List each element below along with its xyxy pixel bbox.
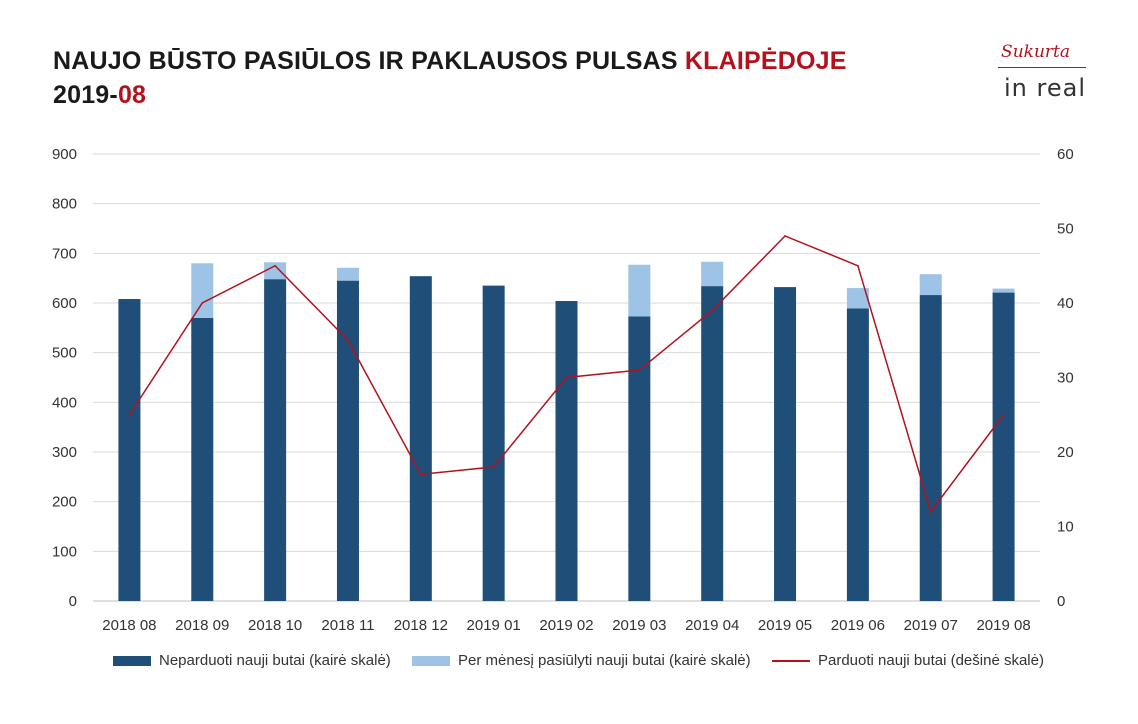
y-left-tick-label: 0 (69, 593, 77, 610)
sold-point (929, 510, 932, 513)
title-main: NAUJO BŪSTO PASIŪLOS IR PAKLAUSOS PULSAS (53, 47, 685, 75)
bar-offered (264, 262, 287, 280)
bar-unsold (482, 285, 505, 601)
x-tick-label: 2018 10 (248, 617, 302, 634)
bar-unsold (555, 301, 578, 601)
chart-header: NAUJO BŪSTO PASIŪLOS IR PAKLAUSOS PULSAS… (53, 44, 847, 112)
chart-title: NAUJO BŪSTO PASIŪLOS IR PAKLAUSOS PULSAS… (53, 44, 847, 78)
legend-item-unsold: Neparduoti nauji butai (kairė skalė) (113, 652, 391, 669)
bar-unsold (191, 317, 214, 601)
logo-brand: in real (1004, 74, 1086, 102)
bar-unsold (701, 286, 724, 601)
y-right-tick-label: 40 (1057, 295, 1074, 312)
legend-label-sold: Parduoti nauji butai (dešinė skalė) (818, 652, 1044, 669)
bar-offered (191, 263, 214, 318)
legend-label-offered: Per mėnesį pasiūlyti nauji butai (kairė … (458, 652, 751, 669)
x-tick-label: 2019 02 (539, 617, 593, 634)
y-left-tick-label: 500 (52, 345, 77, 362)
bar-unsold (336, 280, 359, 601)
bar-unsold (846, 308, 869, 601)
bar-offered (336, 267, 359, 281)
sold-point (711, 309, 713, 312)
legend-swatch-unsold (113, 655, 151, 666)
sold-point (1002, 413, 1005, 416)
bar-offered (628, 264, 651, 317)
bar-unsold (264, 279, 287, 601)
y-left-tick-label: 900 (52, 146, 77, 163)
sold-point (638, 369, 641, 371)
y-left-tick-label: 200 (52, 494, 77, 511)
sold-point (857, 264, 859, 267)
y-left-tick-label: 400 (52, 394, 77, 411)
y-left-tick-label: 800 (52, 196, 77, 213)
legend-swatch-sold (772, 659, 810, 662)
y-left-tick-label: 600 (52, 295, 77, 312)
sold-point (274, 264, 276, 267)
y-right-tick-label: 30 (1057, 370, 1074, 387)
legend-swatch-offered (412, 655, 450, 666)
x-tick-label: 2019 08 (976, 617, 1030, 634)
sold-point (347, 339, 349, 342)
y-left-tick-label: 300 (52, 444, 77, 461)
y-right-tick-label: 10 (1057, 519, 1074, 536)
brand-logo: Sukurta in real (986, 42, 1086, 106)
chart-period: 2019-08 (53, 78, 847, 112)
period-month: 08 (117, 81, 147, 109)
x-tick-label: 2019 05 (758, 617, 812, 634)
sold-point (784, 235, 786, 237)
logo-tagline: Sukurta (1001, 42, 1070, 62)
x-tick-label: 2019 01 (467, 617, 521, 634)
sold-point (128, 413, 131, 416)
period-year: 2019- (53, 81, 118, 109)
sold-point (565, 376, 568, 379)
bar-unsold (628, 316, 651, 601)
bar-unsold (774, 287, 797, 601)
y-right-tick-label: 60 (1057, 146, 1074, 163)
y-right-tick-label: 0 (1057, 593, 1065, 610)
legend-item-sold: Parduoti nauji butai (dešinė skalė) (772, 652, 1044, 669)
x-tick-label: 2019 03 (612, 617, 666, 634)
bar-offered (919, 274, 942, 296)
bar-unsold (118, 299, 141, 601)
x-tick-label: 2018 09 (175, 617, 229, 634)
y-left-tick-label: 100 (52, 543, 77, 560)
x-tick-label: 2018 08 (102, 617, 156, 634)
x-tick-label: 2019 06 (831, 617, 885, 634)
legend-item-offered: Per mėnesį pasiūlyti nauji butai (kairė … (412, 652, 751, 669)
logo-underline (998, 67, 1086, 68)
sold-point (492, 466, 495, 468)
legend-label-unsold: Neparduoti nauji butai (kairė skalė) (159, 652, 391, 669)
x-tick-label: 2019 04 (685, 617, 739, 634)
bar-offered (992, 288, 1015, 293)
bar-offered (701, 261, 724, 287)
x-tick-label: 2018 12 (394, 617, 448, 634)
y-left-tick-label: 700 (52, 245, 77, 262)
y-right-tick-label: 50 (1057, 221, 1074, 238)
bar-offered (846, 288, 869, 309)
title-city: KLAIPĖDOJE (684, 47, 847, 75)
sold-point (201, 302, 204, 304)
bar-unsold (409, 276, 432, 601)
x-tick-label: 2018 11 (321, 617, 374, 634)
x-tick-label: 2019 07 (904, 617, 958, 634)
bar-unsold (992, 292, 1015, 601)
sold-point (420, 473, 422, 476)
bar-unsold (919, 295, 942, 601)
y-right-tick-label: 20 (1057, 444, 1074, 461)
